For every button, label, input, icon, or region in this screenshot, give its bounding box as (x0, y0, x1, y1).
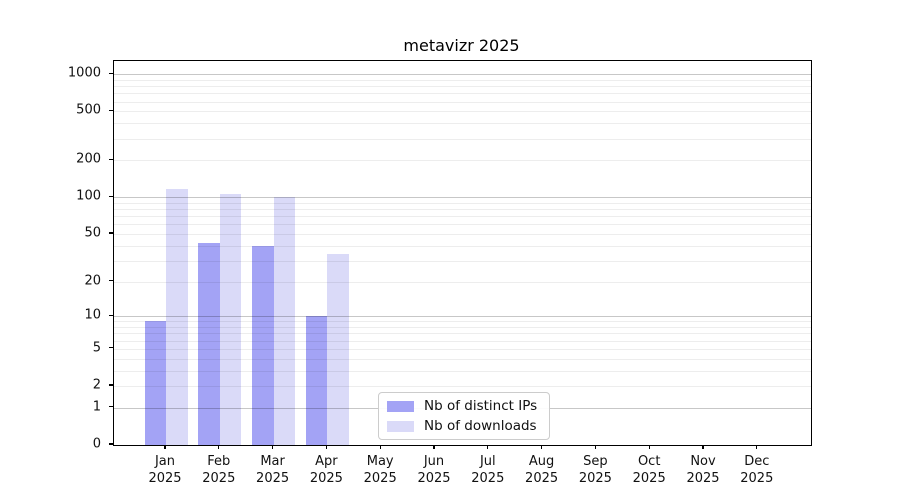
gridline-600 (114, 101, 811, 103)
x-tick-label-nov: Nov 2025 (686, 454, 720, 486)
x-tick-label-aug: Aug 2025 (525, 454, 559, 486)
gridline-700 (114, 93, 811, 95)
x-tick-mark-jun (433, 445, 435, 449)
y-tick-label-5: 5 (92, 340, 101, 356)
y-tick-label-1000: 1000 (67, 65, 101, 81)
downloads-swatch-icon (387, 420, 414, 432)
y-tick-mark-100 (109, 195, 113, 197)
bar-nb-of-downloads-apr (327, 254, 349, 445)
x-tick-mark-nov (702, 445, 704, 449)
gridline-90 (114, 202, 811, 204)
chart-title: metavizr 2025 (403, 36, 520, 55)
gridline-40 (114, 245, 811, 247)
bar-nb-of-distinct-ips-mar (252, 245, 274, 445)
gridline-2 (114, 386, 811, 387)
bar-nb-of-distinct-ips-feb (198, 243, 220, 445)
gridline-400 (114, 123, 811, 125)
y-tick-mark-2 (109, 384, 113, 386)
gridline-200 (114, 160, 811, 162)
y-tick-label-100: 100 (76, 188, 101, 204)
x-tick-label-jun: Jun 2025 (417, 454, 451, 486)
gridline-70 (114, 216, 811, 218)
y-tick-mark-500 (109, 109, 113, 112)
bar-nb-of-downloads-feb (219, 193, 242, 445)
bar-nb-of-distinct-ips-jan (144, 321, 166, 445)
gridline-7 (114, 333, 811, 335)
bar-nb-of-distinct-ips-apr (305, 316, 328, 445)
x-tick-mark-jan (164, 445, 166, 449)
y-tick-label-10: 10 (84, 307, 101, 323)
y-tick-label-20: 20 (84, 273, 101, 289)
y-tick-label-50: 50 (84, 225, 101, 241)
y-tick-mark-5 (109, 347, 113, 349)
y-tick-label-500: 500 (76, 102, 101, 118)
x-tick-mark-aug (540, 445, 543, 449)
gridline-9 (114, 321, 811, 323)
y-tick-mark-10 (109, 314, 113, 316)
distinct-ips-swatch-icon (387, 400, 414, 412)
x-tick-label-mar: Mar 2025 (256, 454, 290, 486)
gridline-900 (114, 79, 811, 81)
y-tick-label-0: 0 (92, 436, 101, 452)
x-tick-label-sep: Sep 2025 (578, 454, 612, 486)
x-tick-mark-sep (594, 445, 597, 449)
gridline-20 (114, 281, 811, 283)
x-tick-label-feb: Feb 2025 (202, 454, 236, 486)
x-tick-mark-oct (648, 445, 650, 449)
gridline-6 (114, 340, 811, 342)
gridline-4 (114, 358, 811, 360)
gridline-1000 (114, 74, 811, 76)
gridline-10 (114, 316, 811, 318)
gridline-60 (114, 224, 811, 226)
y-tick-mark-50 (109, 232, 113, 234)
y-tick-mark-1000 (109, 72, 113, 74)
y-tick-label-1: 1 (92, 399, 101, 415)
gridline-50 (114, 234, 811, 235)
gridline-30 (114, 260, 811, 262)
y-tick-mark-20 (109, 279, 113, 282)
x-tick-mark-apr (325, 445, 328, 449)
legend-label-downloads: Nb of downloads (424, 418, 537, 434)
y-tick-mark-200 (109, 158, 113, 161)
y-tick-mark-0 (109, 443, 113, 445)
gridline-80 (114, 209, 811, 211)
x-tick-mark-dec (756, 445, 758, 449)
x-tick-mark-feb (218, 445, 220, 449)
gridline-5 (114, 348, 811, 350)
x-tick-mark-jul (487, 445, 489, 449)
gridline-3 (114, 370, 811, 372)
y-tick-mark-1 (109, 406, 113, 408)
x-tick-label-dec: Dec 2025 (740, 454, 774, 486)
legend-row-distinct-ips: Nb of distinct IPs (387, 398, 537, 414)
y-tick-label-200: 200 (76, 151, 101, 167)
gridline-8 (114, 327, 811, 329)
x-tick-label-may: May 2025 (363, 454, 397, 486)
legend-label-distinct-ips: Nb of distinct IPs (424, 398, 538, 414)
legend-row-downloads: Nb of downloads (387, 418, 537, 434)
y-tick-label-2: 2 (92, 377, 101, 393)
x-tick-label-jul: Jul 2025 (471, 454, 505, 486)
bar-nb-of-downloads-jan (166, 189, 188, 445)
gridline-500 (114, 111, 811, 113)
x-tick-label-apr: Apr 2025 (309, 454, 343, 486)
plot-area (113, 60, 812, 446)
x-tick-label-jan: Jan 2025 (148, 454, 182, 486)
x-tick-mark-mar (271, 445, 274, 449)
legend: Nb of distinct IPs Nb of downloads (378, 392, 551, 440)
gridline-800 (114, 86, 811, 88)
gridline-100 (114, 197, 811, 199)
x-tick-mark-may (379, 445, 381, 449)
gridline-300 (114, 138, 811, 140)
x-tick-label-oct: Oct 2025 (632, 454, 666, 486)
bar-nb-of-downloads-mar (273, 197, 296, 445)
